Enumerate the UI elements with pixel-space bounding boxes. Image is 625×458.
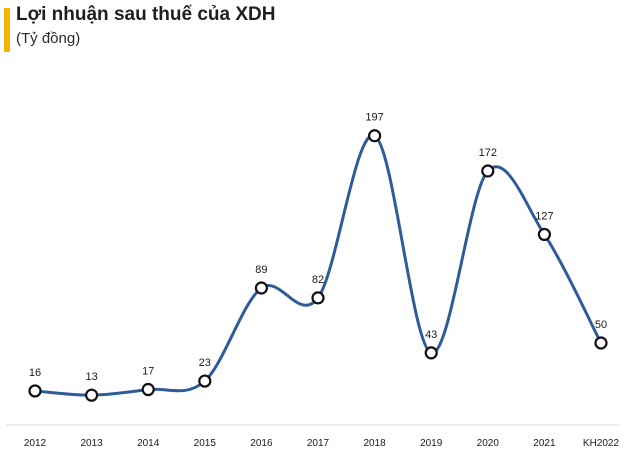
data-point-2017 [311,291,325,305]
x-tick-label-2019: 2019 [420,438,443,449]
data-label-2016: 89 [255,264,267,276]
x-tick-label-kh2022: KH2022 [583,438,620,449]
x-axis-tick-labels: 2012 2013 2014 2015 2016 2017 2018 2019 2020 2021… [24,438,620,449]
data-label-2014: 17 [142,366,154,378]
data-label-2019: 43 [425,329,437,341]
data-point-kh2022 [594,336,608,350]
x-tick-label-2018: 2018 [363,438,386,449]
data-point-2019 [424,346,438,360]
x-tick-label-2012: 2012 [24,438,47,449]
data-point-2021 [537,227,552,242]
series-line [34,134,603,397]
data-label-2017: 82 [312,274,324,286]
data-point-2014 [141,382,155,397]
x-tick-label-2017: 2017 [307,438,330,449]
data-point-2020 [481,164,495,178]
x-tick-label-2016: 2016 [250,438,273,449]
data-point-2016 [254,281,268,295]
x-tick-label-2013: 2013 [80,438,103,449]
x-tick-label-2014: 2014 [137,438,160,449]
x-tick-label-2021: 2021 [533,438,556,449]
chart-title: Lợi nhuận sau thuế của XDH [16,4,276,25]
data-label-2013: 13 [85,371,97,383]
x-tick-label-2020: 2020 [477,438,500,449]
data-point-2012 [28,384,42,398]
data-point-2018 [368,129,382,143]
data-label-2018: 197 [365,112,383,124]
data-point-2015 [198,374,212,388]
data-label-2020: 172 [479,147,497,159]
chart-subtitle: (Tỷ đồng) [16,30,81,47]
x-tick-label-2015: 2015 [194,438,217,449]
data-point-2013 [84,388,99,402]
data-label-2012: 16 [29,367,41,379]
data-labels: 16 13 17 23 89 82 197 43 172 127 50 [29,112,607,383]
data-label-2015: 23 [199,357,211,369]
data-label-2021: 127 [535,210,553,222]
data-label-kh2022: 50 [595,319,607,331]
data-markers [28,129,608,402]
title-accent-bar [4,8,10,52]
